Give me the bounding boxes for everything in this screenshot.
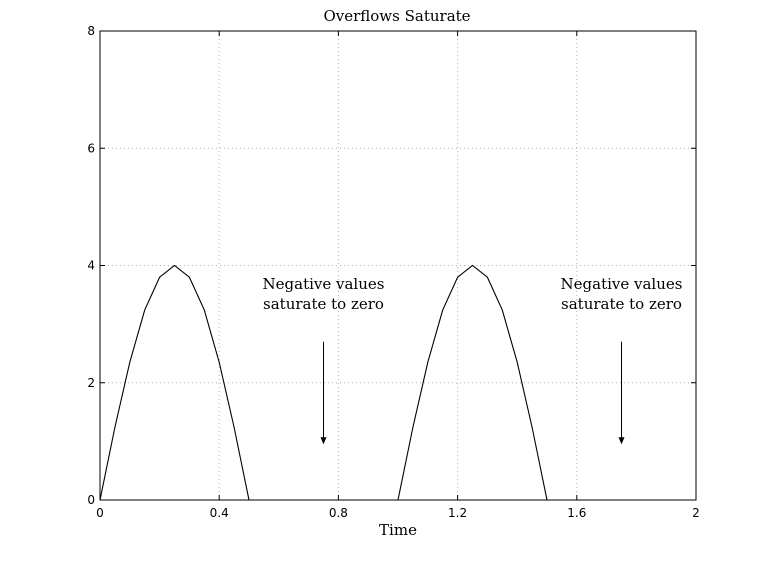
x-tick-label: 0.8	[329, 506, 348, 520]
annotation-arrow-head	[320, 437, 327, 445]
y-tick-label: 8	[87, 24, 95, 38]
annotation-text: saturate to zero	[561, 295, 682, 313]
annotation-arrow-head	[618, 437, 625, 445]
x-tick-label: 1.6	[567, 506, 586, 520]
grid	[100, 31, 696, 500]
y-tick-label: 0	[87, 493, 95, 507]
annotation-text: Negative values	[561, 275, 683, 293]
annotations: Negative values saturate to zero Negative …	[263, 275, 683, 445]
annotation-text: Negative values	[263, 275, 385, 293]
annotation-text: saturate to zero	[263, 295, 384, 313]
y-tick-label: 6	[87, 141, 95, 155]
chart-title: Overflows Saturate	[323, 7, 470, 25]
y-tick-label: 4	[87, 259, 95, 273]
x-tick-label: 1.2	[448, 506, 467, 520]
x-tick-label: 0	[96, 506, 104, 520]
y-tick-label: 2	[87, 376, 95, 390]
series-layer	[99, 264, 548, 501]
x-axis-label: Time	[379, 521, 417, 539]
series-line	[99, 264, 548, 501]
ticks: 0 0.4 0.8 1.2 1.6 2 0 2 4 6 8	[87, 24, 699, 520]
x-tick-label: 2	[692, 506, 700, 520]
plot-area-frame	[99, 30, 697, 501]
x-tick-label: 0.4	[210, 506, 229, 520]
